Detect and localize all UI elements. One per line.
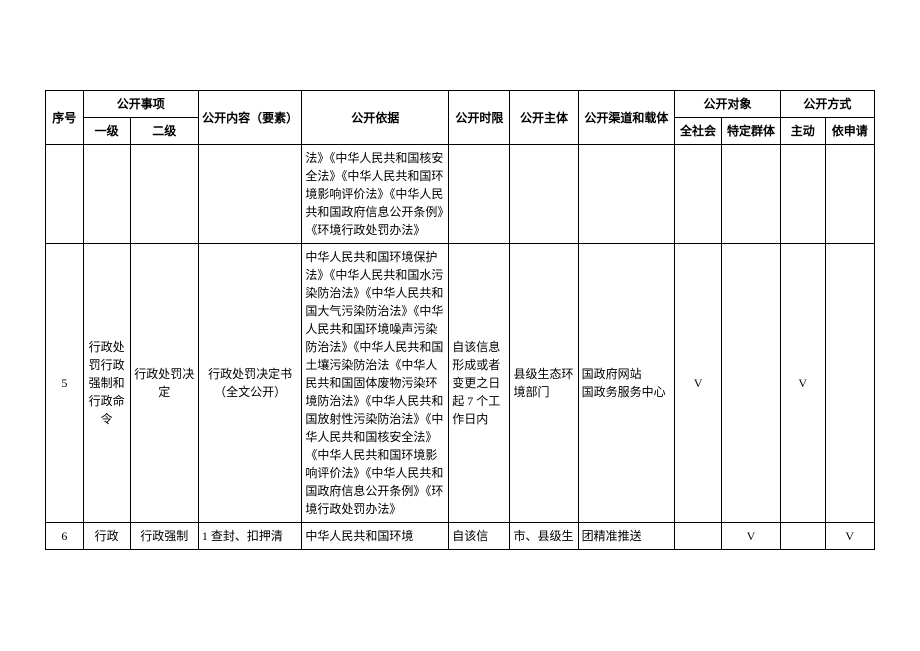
header-time: 公开时限 [449,91,510,145]
cell-specific-group [722,145,781,244]
table-row: 法》《中华人民共和国核安全法》《中华人民共和国环境影响评价法》《中华人民共和国政… [46,145,875,244]
cell-subject: 县级生态环境部门 [510,244,578,523]
header-level2: 二级 [130,118,198,145]
header-basis: 公开依据 [302,91,449,145]
cell-subject: 市、县级生 [510,523,578,550]
cell-level1 [83,145,130,244]
cell-content: 行政处罚决定书（全文公开） [198,244,301,523]
cell-channel: 国政府网站 国政务服务中心 [578,244,674,523]
cell-channel [578,145,674,244]
header-channel: 公开渠道和载体 [578,91,674,145]
cell-content: 1 查封、扣押清 [198,523,301,550]
cell-all-society [675,145,722,244]
cell-level2 [130,145,198,244]
cell-subject [510,145,578,244]
cell-apply: V [825,523,874,550]
cell-basis: 中华人民共和国环境保护法》《中华人民共和国水污染防治法》《中华人民共和国大气污染… [302,244,449,523]
cell-specific-group: V [722,523,781,550]
cell-seq: 5 [46,244,84,523]
cell-channel: 团精准推送 [578,523,674,550]
table-row: 5 行政处罚行政强制和行政命令 行政处罚决定 行政处罚决定书（全文公开） 中华人… [46,244,875,523]
header-level1: 一级 [83,118,130,145]
header-apply: 依申请 [825,118,874,145]
cell-level1: 行政处罚行政强制和行政命令 [83,244,130,523]
table-row: 6 行政 行政强制 1 查封、扣押清 中华人民共和国环境 自该信 市、县级生 团… [46,523,875,550]
cell-time: 自该信 [449,523,510,550]
cell-content [198,145,301,244]
cell-apply [825,244,874,523]
cell-seq: 6 [46,523,84,550]
header-specific-group: 特定群体 [722,118,781,145]
header-row-1: 序号 公开事项 公开内容（要素） 公开依据 公开时限 公开主体 公开渠道和载体 … [46,91,875,118]
cell-active [780,523,825,550]
header-all-society: 全社会 [675,118,722,145]
cell-time [449,145,510,244]
header-content: 公开内容（要素） [198,91,301,145]
header-seq: 序号 [46,91,84,145]
cell-basis: 中华人民共和国环境 [302,523,449,550]
cell-apply [825,145,874,244]
header-active: 主动 [780,118,825,145]
cell-seq [46,145,84,244]
cell-specific-group [722,244,781,523]
cell-level1: 行政 [83,523,130,550]
disclosure-table: 序号 公开事项 公开内容（要素） 公开依据 公开时限 公开主体 公开渠道和载体 … [45,90,875,550]
header-subject: 公开主体 [510,91,578,145]
cell-active: V [780,244,825,523]
cell-level2: 行政强制 [130,523,198,550]
cell-time: 自该信息形成或者变更之日起 7 个工作日内 [449,244,510,523]
cell-basis: 法》《中华人民共和国核安全法》《中华人民共和国环境影响评价法》《中华人民共和国政… [302,145,449,244]
header-item: 公开事项 [83,91,198,118]
cell-all-society [675,523,722,550]
header-method: 公开方式 [780,91,874,118]
cell-active [780,145,825,244]
cell-level2: 行政处罚决定 [130,244,198,523]
header-target: 公开对象 [675,91,781,118]
cell-all-society: V [675,244,722,523]
